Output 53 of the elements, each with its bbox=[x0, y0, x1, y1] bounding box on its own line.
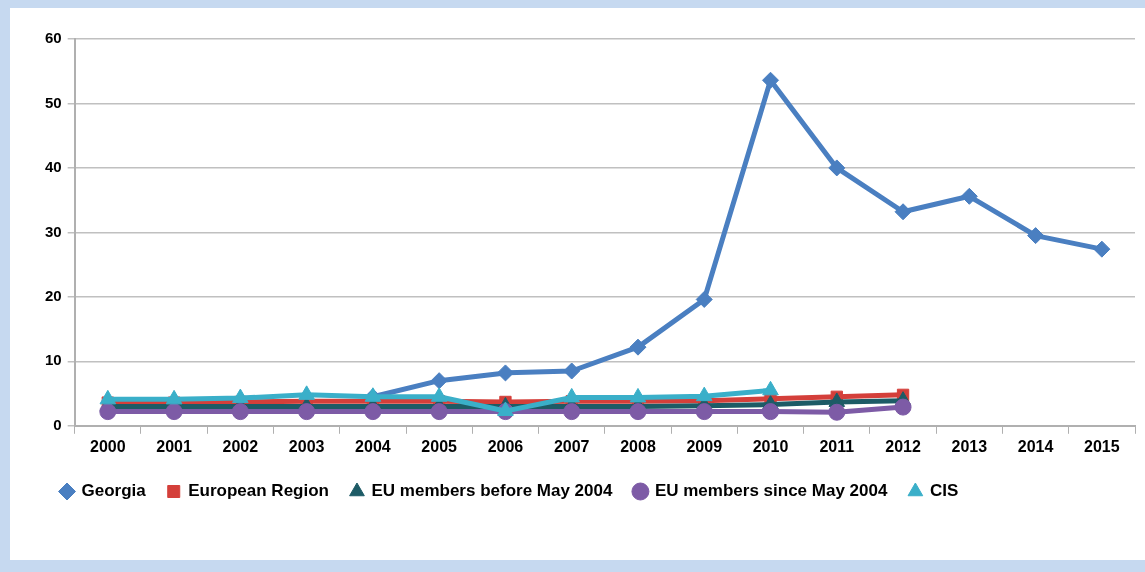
point bbox=[629, 338, 647, 356]
point bbox=[1093, 240, 1111, 258]
x-tick-label: 2007 bbox=[553, 437, 590, 455]
x-tick-label: 2015 bbox=[1084, 437, 1120, 455]
x-tick-label: 2009 bbox=[686, 437, 723, 455]
point bbox=[762, 403, 780, 421]
point bbox=[430, 372, 448, 390]
y-tick-label: 50 bbox=[45, 93, 62, 111]
point bbox=[695, 290, 713, 308]
point bbox=[231, 403, 249, 421]
x-tick-label: 2002 bbox=[222, 437, 259, 455]
legend-label: EU members since May 2004 bbox=[654, 481, 888, 501]
point bbox=[298, 403, 316, 421]
x-tick-label: 2008 bbox=[620, 437, 656, 455]
point bbox=[695, 386, 713, 402]
x-tick-label: 2011 bbox=[819, 437, 855, 455]
x-tick-label: 2004 bbox=[355, 437, 391, 455]
point bbox=[828, 403, 846, 421]
point bbox=[762, 71, 780, 89]
legend-label: EU members before May 2004 bbox=[371, 481, 613, 501]
point bbox=[629, 403, 647, 421]
y-tick-label: 60 bbox=[45, 29, 62, 47]
point bbox=[960, 187, 978, 205]
point bbox=[1027, 227, 1045, 245]
x-tick-label: 2010 bbox=[752, 437, 789, 455]
y-tick-label: 20 bbox=[45, 287, 62, 305]
x-tick-label: 2006 bbox=[487, 437, 524, 455]
x-tick-label: 2012 bbox=[885, 437, 921, 455]
y-tick-label: 0 bbox=[53, 415, 62, 433]
point bbox=[165, 403, 183, 421]
point bbox=[828, 159, 846, 177]
y-tick-label: 10 bbox=[45, 351, 62, 369]
x-tick-label: 2005 bbox=[421, 437, 458, 455]
point bbox=[563, 362, 581, 380]
x-tick-label: 2003 bbox=[288, 437, 325, 455]
point bbox=[894, 203, 912, 221]
point bbox=[99, 403, 117, 421]
x-tick-label: 2001 bbox=[156, 437, 192, 455]
legend-label: CIS bbox=[929, 481, 959, 501]
point bbox=[563, 403, 581, 421]
point bbox=[430, 403, 448, 421]
x-tick-label: 2013 bbox=[951, 437, 988, 455]
y-tick-label: 30 bbox=[45, 222, 62, 240]
point bbox=[894, 398, 912, 416]
point bbox=[496, 364, 514, 382]
y-tick-label: 40 bbox=[45, 158, 62, 176]
legend-label: European Region bbox=[188, 481, 329, 501]
legend-label: Georgia bbox=[81, 481, 147, 501]
x-tick-label: 2000 bbox=[90, 437, 126, 455]
point bbox=[232, 388, 249, 404]
x-tick-label: 2014 bbox=[1017, 437, 1054, 455]
point bbox=[695, 403, 713, 421]
point bbox=[364, 403, 382, 421]
